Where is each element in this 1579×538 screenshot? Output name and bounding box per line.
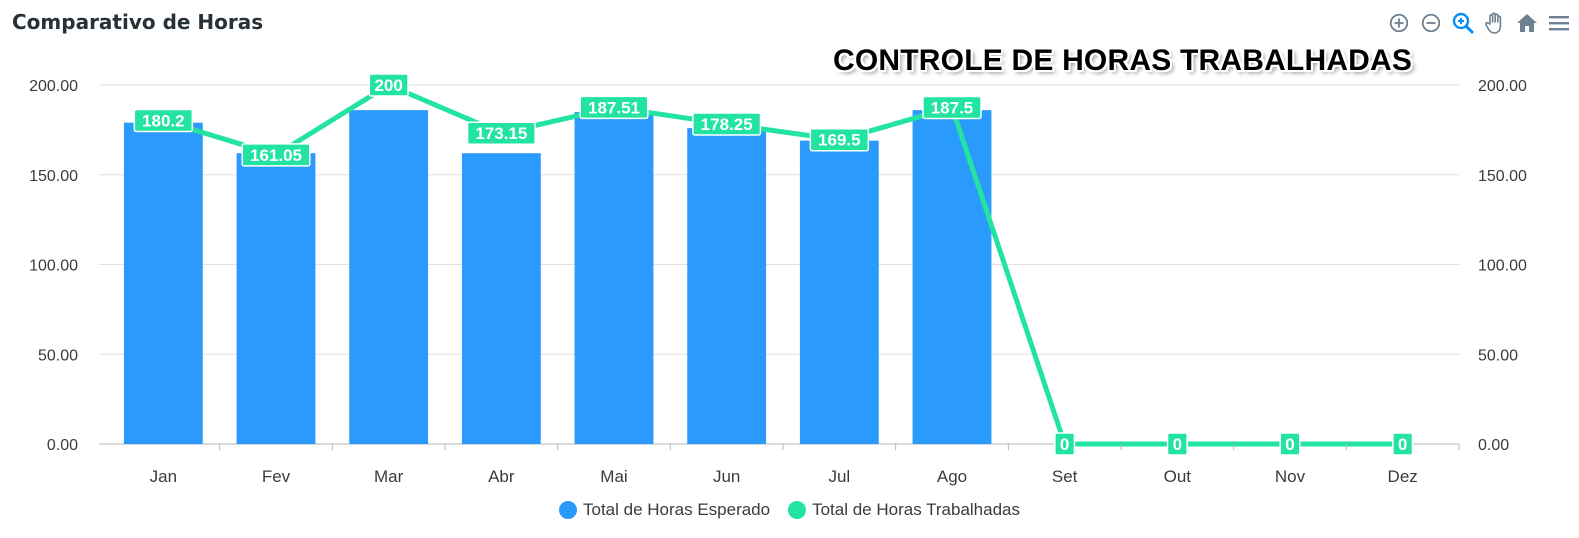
x-tick-label: Abr bbox=[488, 467, 515, 486]
bar[interactable] bbox=[912, 110, 992, 444]
home-icon[interactable] bbox=[1515, 11, 1539, 35]
bar[interactable] bbox=[123, 122, 203, 444]
line-series bbox=[162, 82, 1403, 447]
legend-label: Total de Horas Trabalhadas bbox=[812, 500, 1020, 519]
x-tick-label: Out bbox=[1164, 467, 1192, 486]
menu-icon[interactable] bbox=[1547, 11, 1571, 35]
data-label: 0 bbox=[1285, 435, 1294, 454]
data-label: 187.5 bbox=[931, 98, 974, 117]
y2-tick-label: 0.00 bbox=[1478, 437, 1509, 454]
data-label-box bbox=[692, 112, 762, 136]
data-label: 0 bbox=[1060, 435, 1069, 454]
data-label-box bbox=[241, 143, 311, 167]
x-tick-label: Jan bbox=[150, 467, 177, 486]
legend-item-esperado[interactable]: Total de Horas Esperado bbox=[558, 500, 771, 520]
data-label-box bbox=[922, 95, 982, 120]
bar[interactable] bbox=[687, 128, 767, 444]
y-tick-label: 100.00 bbox=[29, 258, 78, 275]
bar[interactable] bbox=[461, 153, 541, 444]
pan-hand-icon[interactable] bbox=[1483, 11, 1507, 35]
bar[interactable] bbox=[236, 153, 316, 444]
zoom-out-icon[interactable] bbox=[1419, 11, 1443, 35]
x-tick-label: Mai bbox=[600, 467, 627, 486]
data-label-box bbox=[133, 108, 194, 133]
y2-tick-label: 100.00 bbox=[1478, 258, 1527, 275]
magnifier-icon[interactable] bbox=[1451, 11, 1475, 35]
data-label: 180.2 bbox=[142, 112, 185, 131]
x-tick-label: Dez bbox=[1388, 467, 1418, 486]
legend-marker-blue bbox=[558, 501, 577, 519]
bar[interactable] bbox=[574, 111, 654, 445]
data-label-box bbox=[1166, 432, 1188, 456]
y-tick-label: 0.00 bbox=[47, 437, 78, 454]
x-tick-label: Set bbox=[1052, 467, 1078, 486]
x-tick-label: Jun bbox=[713, 467, 740, 486]
legend-label: Total de Horas Esperado bbox=[582, 500, 771, 519]
zoom-in-icon[interactable] bbox=[1387, 11, 1411, 35]
x-tick-label: Nov bbox=[1275, 467, 1306, 486]
data-label: 187.51 bbox=[588, 98, 640, 117]
legend: Total de Horas Esperado Total de Horas T… bbox=[0, 500, 1579, 520]
data-label: 173.15 bbox=[475, 124, 527, 143]
x-axis: Jan Fev Mar Abr Mai Jun Jul Ago Set Out Nov Dez bbox=[150, 444, 1460, 486]
overlay-heading: CONTROLE DE HORAS TRABALHADAS bbox=[833, 44, 1413, 77]
legend-marker-green bbox=[788, 501, 807, 519]
y-tick-label: 150.00 bbox=[29, 168, 78, 185]
series-line-trabalhadas[interactable] bbox=[162, 82, 1403, 447]
y-axis-right: 0.00 50.00 100.00 150.00 200.00 bbox=[1478, 78, 1527, 454]
data-labels: 180.2 161.05 200 173.15 187.51 178.25 169.5 187… bbox=[133, 73, 1414, 456]
x-tick-label: Ago bbox=[937, 467, 967, 486]
y-axis-left: 0.00 50.00 100.00 150.00 200.00 bbox=[29, 78, 78, 454]
data-label: 161.05 bbox=[250, 146, 302, 165]
data-label: 0 bbox=[1173, 435, 1182, 454]
y-tick-label: 200.00 bbox=[29, 78, 78, 95]
data-label: 200 bbox=[374, 76, 402, 95]
data-label: 0 bbox=[1398, 435, 1407, 454]
bars-series bbox=[123, 110, 992, 445]
data-label-box bbox=[1392, 432, 1414, 456]
data-label-box bbox=[466, 121, 536, 145]
data-label-box bbox=[1279, 432, 1301, 456]
data-label-box bbox=[579, 95, 649, 120]
x-tick-label: Fev bbox=[262, 467, 291, 486]
y2-tick-label: 150.00 bbox=[1478, 168, 1527, 185]
legend-item-trabalhadas[interactable]: Total de Horas Trabalhadas bbox=[788, 500, 1020, 520]
data-label: 169.5 bbox=[818, 131, 861, 150]
x-tick-label: Jul bbox=[828, 467, 850, 486]
chart-title: Comparativo de Horas bbox=[12, 10, 264, 34]
x-tick-label: Mar bbox=[374, 467, 404, 486]
bar[interactable] bbox=[349, 110, 429, 444]
data-label-box bbox=[809, 127, 870, 152]
chart-toolbar bbox=[1387, 10, 1571, 36]
data-label-box bbox=[368, 73, 409, 97]
y-tick-label: 50.00 bbox=[38, 347, 78, 364]
bar[interactable] bbox=[799, 140, 879, 444]
data-label: 178.25 bbox=[701, 115, 753, 134]
data-label-box bbox=[1054, 432, 1076, 456]
y2-tick-label: 50.00 bbox=[1478, 347, 1518, 364]
y2-tick-label: 200.00 bbox=[1478, 78, 1527, 95]
